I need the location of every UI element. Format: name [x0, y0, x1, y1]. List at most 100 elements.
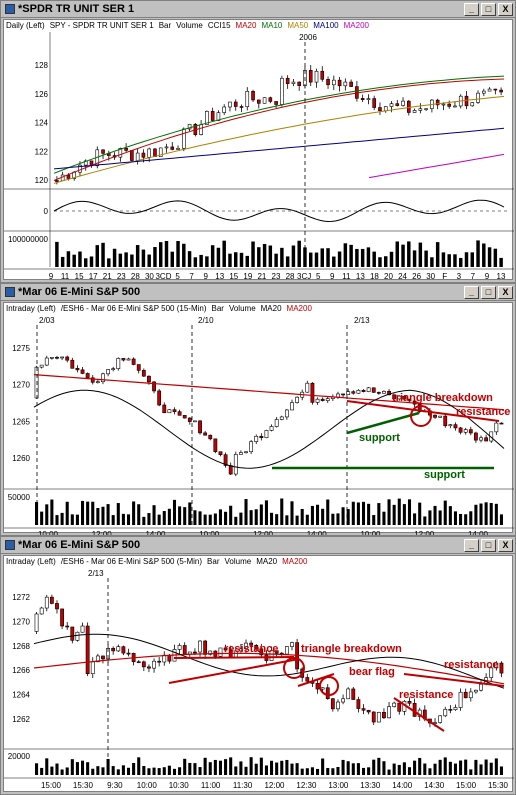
volume-bar: [188, 502, 192, 525]
close-button[interactable]: X: [498, 2, 513, 16]
candle-body: [382, 711, 386, 719]
candle-body: [244, 451, 248, 454]
candle-body: [199, 124, 203, 135]
header-item: MA200: [282, 557, 308, 566]
volume-bar: [228, 253, 232, 267]
maximize-button[interactable]: □: [481, 285, 496, 299]
close-button[interactable]: X: [498, 285, 513, 299]
candle-body: [157, 660, 162, 663]
candle-body: [274, 650, 279, 654]
candle-body: [203, 640, 208, 655]
volume-bar: [361, 501, 366, 525]
volume-bar: [198, 511, 202, 525]
volume-bar: [290, 763, 294, 775]
header-item: /ESH6 - Mar 06 E-Mini S&P 500 (15-Min): [60, 304, 207, 313]
window-title: *SPDR TR UNIT SER 1: [18, 3, 135, 15]
volume-bar: [234, 766, 238, 775]
candle-body: [320, 398, 325, 401]
resistance-line: [403, 673, 505, 687]
volume-bar: [367, 503, 371, 525]
candle-body: [356, 699, 361, 709]
candle-body: [39, 364, 44, 368]
title-bar[interactable]: *Mar 06 E-Mini S&P 500 _ □ X: [1, 284, 515, 301]
volume-bar: [121, 765, 125, 775]
maximize-button[interactable]: □: [481, 2, 496, 16]
candle-body: [249, 441, 254, 453]
volume-bar: [178, 767, 182, 775]
volume-bar: [464, 252, 469, 267]
ma200-line: [33, 652, 505, 685]
volume-bar: [70, 514, 74, 525]
volume-bar: [244, 499, 248, 525]
volume-bar: [453, 254, 457, 267]
candle-body: [407, 100, 411, 113]
minimize-button[interactable]: _: [464, 2, 479, 16]
chart-area[interactable]: Intraday (Left) /ESH6 - Mar 06 E-Mini S&P…: [3, 302, 514, 535]
candle-body: [366, 709, 371, 713]
resistance-line: [346, 400, 500, 422]
y-tick-label: 1266: [12, 666, 30, 675]
volume-bar: [336, 767, 340, 775]
volume-bar: [389, 251, 394, 267]
minimize-button[interactable]: _: [464, 285, 479, 299]
volume-bar: [280, 760, 284, 775]
title-bar[interactable]: *SPDR TR UNIT SER 1 _ □ X: [1, 1, 515, 18]
es-5min-chart[interactable]: 2/13 1272 1270 1268 1266 1264 1262 resistance tr…: [4, 556, 514, 794]
volume-bar: [336, 513, 340, 525]
candle-body: [182, 645, 187, 655]
candle-body: [361, 389, 366, 392]
es-15min-chart[interactable]: 2/03 2/10 2/13 1275 1270 1265 1260 triangle bre…: [4, 303, 514, 535]
volume-bar: [464, 514, 468, 525]
candle-body: [85, 625, 90, 675]
x-tick-label: 30: [145, 272, 154, 281]
volume-bar: [35, 502, 39, 525]
spy-chart[interactable]: 2006 128 126 124 122 120 0 100000000 9 11 15 17 21 23…: [4, 20, 514, 282]
volume-bar: [407, 767, 412, 775]
volume-bar: [321, 758, 325, 775]
volume-bar: [222, 240, 226, 267]
title-bar[interactable]: *Mar 06 E-Mini S&P 500 _ □ X: [1, 537, 515, 554]
minimize-button[interactable]: _: [464, 538, 479, 552]
volume-bar: [397, 764, 401, 775]
candle-body: [141, 370, 146, 377]
candle-body: [308, 69, 313, 83]
header-item: Daily (Left): [6, 21, 45, 30]
maximize-button[interactable]: □: [481, 538, 496, 552]
date-label: 2/13: [88, 569, 104, 578]
volume-bar: [291, 245, 296, 267]
candle-body: [297, 81, 301, 86]
header-item: /ESH6 - Mar 06 E-Mini S&P 500 (5-Min): [60, 557, 203, 566]
volume-bar: [343, 243, 348, 267]
x-tick-label: 3CJ: [297, 272, 311, 281]
close-button[interactable]: X: [498, 538, 513, 552]
x-tick-label: 17: [89, 272, 98, 281]
volume-bar: [413, 513, 417, 525]
y-tick-label: 1262: [12, 715, 30, 724]
volume-bar: [395, 241, 399, 267]
volume-bar: [423, 516, 427, 525]
volume-bar: [70, 759, 74, 775]
volume-bar: [382, 511, 386, 525]
volume-bar: [249, 757, 253, 775]
volume-bar: [137, 504, 141, 525]
x-tick-label: 15:00: [456, 781, 477, 790]
volume-bar: [423, 763, 427, 775]
header-item: Intraday (Left): [6, 557, 56, 566]
volume-bar: [141, 249, 146, 267]
candle-body: [239, 648, 243, 652]
volume-bar: [116, 769, 120, 775]
volume-bar: [469, 769, 473, 775]
annotation-bear-flag: bear flag: [349, 666, 395, 678]
candle-body: [470, 102, 475, 107]
x-tick-label: 14:00: [307, 530, 328, 535]
volume-bar: [280, 247, 284, 267]
volume-bar: [285, 256, 290, 267]
candle-body: [332, 79, 336, 86]
y-tick-label: 120: [35, 176, 49, 185]
candle-body: [330, 698, 335, 710]
volume-bar: [494, 503, 498, 525]
volume-bar: [402, 504, 406, 525]
flag-line: [297, 673, 335, 687]
chart-area[interactable]: Intraday (Left) /ESH6 - Mar 06 E-Mini S&P…: [3, 555, 514, 794]
chart-area[interactable]: Daily (Left) SPY - SPDR TR UNIT SER 1 Bar V…: [3, 19, 514, 282]
